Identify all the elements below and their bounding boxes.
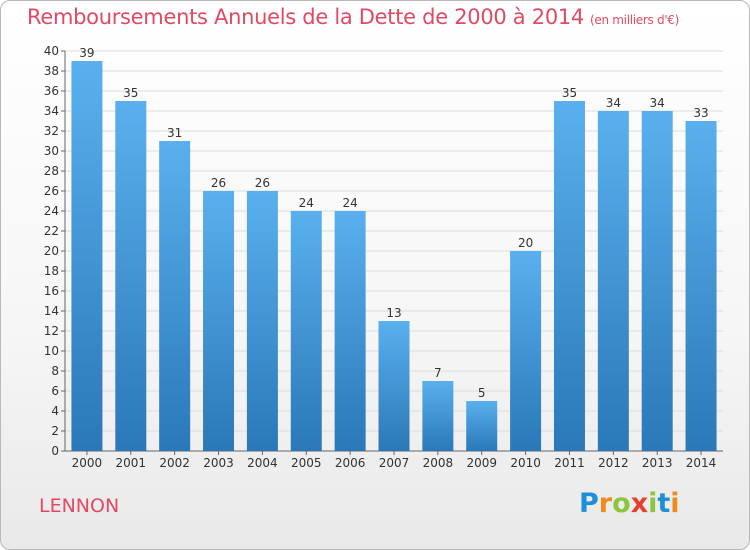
bar-value-label: 7 bbox=[434, 366, 442, 380]
bar bbox=[71, 61, 103, 451]
y-tick-label: 24 bbox=[44, 204, 59, 218]
y-tick-label: 2 bbox=[51, 424, 59, 438]
y-tick-label: 38 bbox=[44, 64, 59, 78]
y-tick-label: 40 bbox=[44, 44, 59, 58]
bar bbox=[422, 381, 454, 451]
y-tick-label: 8 bbox=[51, 364, 59, 378]
y-tick-label: 10 bbox=[44, 344, 59, 358]
x-tick-label: 2012 bbox=[598, 456, 629, 470]
y-tick-label: 36 bbox=[44, 84, 59, 98]
logo-letter: t bbox=[657, 488, 671, 519]
bar-value-label: 13 bbox=[386, 306, 401, 320]
bar bbox=[203, 191, 235, 451]
chart-unit: (en milliers d'€) bbox=[590, 13, 680, 27]
chart-title-text: Remboursements Annuels de la Dette de 20… bbox=[27, 5, 584, 29]
bar bbox=[466, 401, 498, 451]
bar-value-label: 26 bbox=[255, 176, 270, 190]
y-tick-label: 18 bbox=[44, 264, 59, 278]
bar bbox=[641, 111, 673, 451]
y-tick-label: 30 bbox=[44, 144, 59, 158]
y-tick-label: 34 bbox=[44, 104, 59, 118]
x-tick-label: 2002 bbox=[159, 456, 190, 470]
y-tick-label: 12 bbox=[44, 324, 59, 338]
x-tick-label: 2009 bbox=[466, 456, 497, 470]
y-tick-label: 32 bbox=[44, 124, 59, 138]
bar bbox=[378, 321, 410, 451]
x-tick-label: 2008 bbox=[423, 456, 454, 470]
bar bbox=[597, 111, 629, 451]
city-name: LENNON bbox=[39, 495, 120, 517]
y-tick-label: 20 bbox=[44, 244, 59, 258]
bar bbox=[510, 251, 542, 451]
logo-letter: i bbox=[670, 488, 680, 519]
bar bbox=[246, 191, 278, 451]
x-tick-label: 2001 bbox=[116, 456, 147, 470]
bar-value-label: 24 bbox=[342, 196, 357, 210]
x-tick-label: 2010 bbox=[510, 456, 541, 470]
y-tick-label: 0 bbox=[51, 444, 59, 458]
logo-letter: o bbox=[612, 488, 631, 519]
bar-value-label: 34 bbox=[650, 96, 665, 110]
bar-value-label: 35 bbox=[562, 86, 577, 100]
y-tick-label: 28 bbox=[44, 164, 59, 178]
x-tick-label: 2000 bbox=[72, 456, 103, 470]
y-tick-label: 14 bbox=[44, 304, 59, 318]
chart-title: Remboursements Annuels de la Dette de 20… bbox=[27, 5, 679, 29]
bar bbox=[553, 101, 585, 451]
logo-letter: x bbox=[630, 488, 649, 519]
x-tick-label: 2003 bbox=[203, 456, 234, 470]
logo-letter: r bbox=[598, 488, 613, 519]
bar-value-label: 26 bbox=[211, 176, 226, 190]
logo-letter: P bbox=[579, 488, 599, 519]
x-tick-label: 2006 bbox=[335, 456, 366, 470]
bar bbox=[115, 101, 147, 451]
bar-value-label: 5 bbox=[478, 386, 486, 400]
y-tick-label: 26 bbox=[44, 184, 59, 198]
x-tick-label: 2004 bbox=[247, 456, 278, 470]
bar-value-label: 39 bbox=[79, 46, 94, 60]
bar bbox=[334, 211, 366, 451]
bar-value-label: 33 bbox=[693, 106, 708, 120]
bar bbox=[685, 121, 717, 451]
x-tick-label: 2007 bbox=[379, 456, 410, 470]
x-tick-label: 2011 bbox=[554, 456, 585, 470]
y-tick-label: 16 bbox=[44, 284, 59, 298]
bar bbox=[290, 211, 322, 451]
bar bbox=[159, 141, 191, 451]
x-tick-label: 2014 bbox=[686, 456, 717, 470]
bar-value-label: 34 bbox=[606, 96, 621, 110]
bar-value-label: 31 bbox=[167, 126, 182, 140]
y-tick-label: 6 bbox=[51, 384, 59, 398]
bar-value-label: 35 bbox=[123, 86, 138, 100]
y-tick-label: 4 bbox=[51, 404, 59, 418]
x-tick-label: 2005 bbox=[291, 456, 322, 470]
bar-value-label: 24 bbox=[299, 196, 314, 210]
x-tick-label: 2013 bbox=[642, 456, 673, 470]
bar-value-label: 20 bbox=[518, 236, 533, 250]
y-tick-label: 22 bbox=[44, 224, 59, 238]
logo-letter: i bbox=[648, 488, 658, 519]
proxiti-logo: Proxiti bbox=[579, 488, 680, 519]
